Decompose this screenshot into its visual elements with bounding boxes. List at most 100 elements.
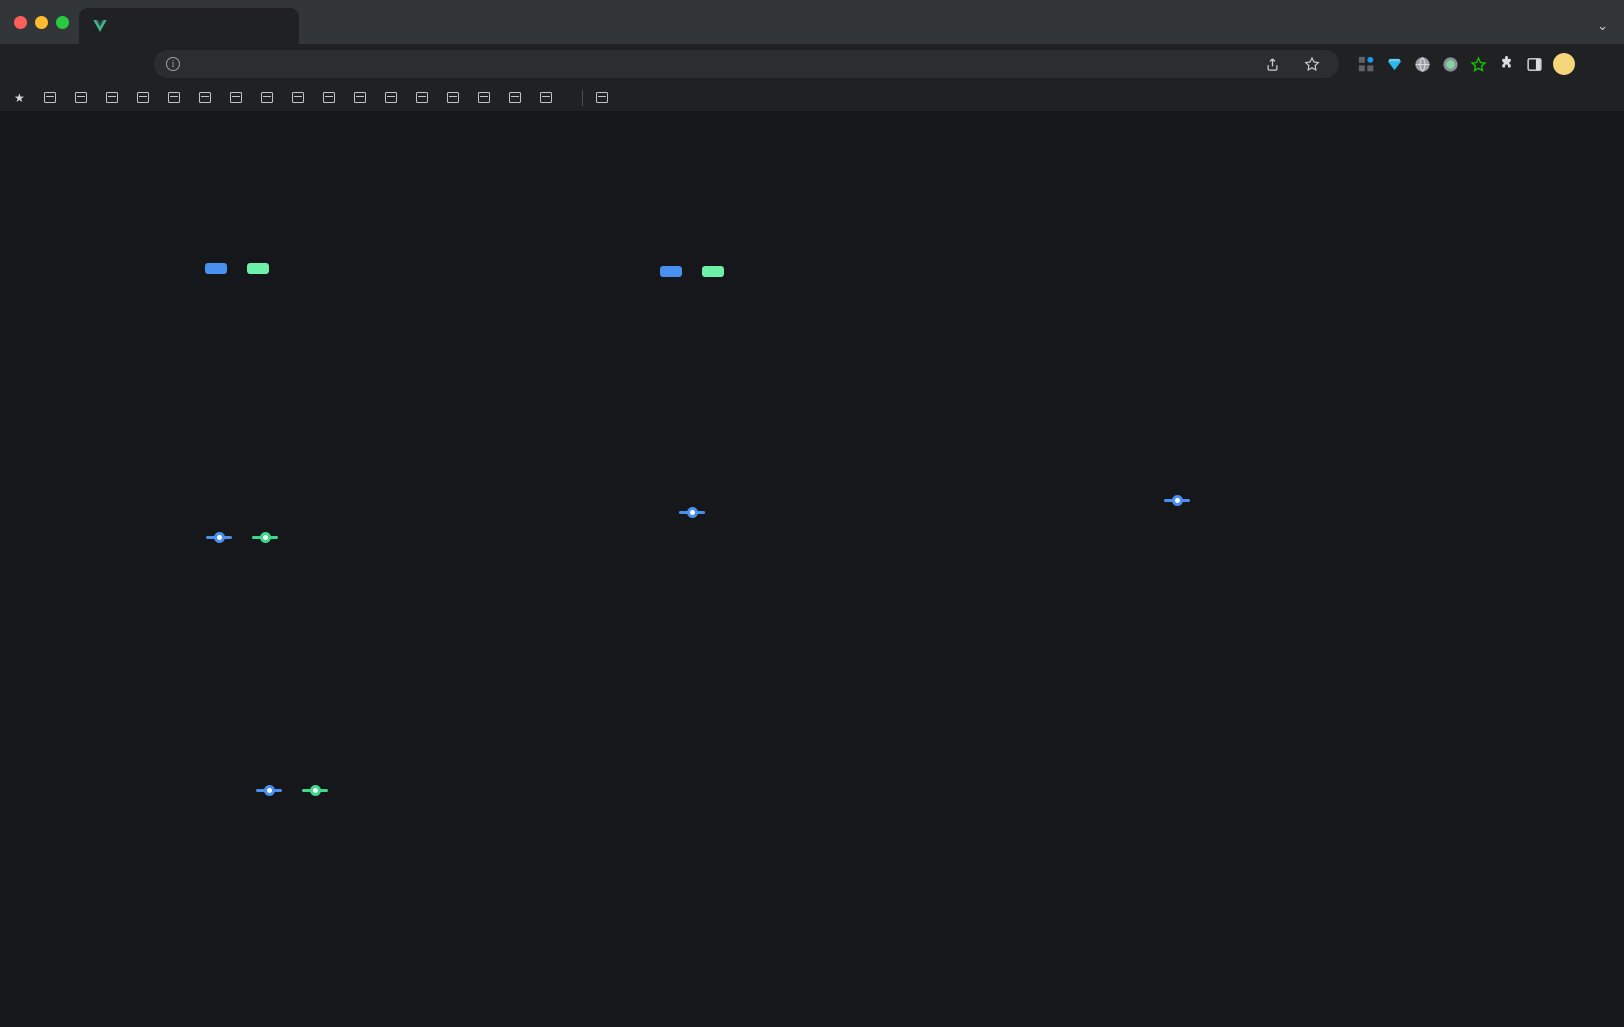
bookmark-folder-frontend[interactable]	[224, 90, 253, 105]
folder-icon	[167, 92, 180, 103]
folder-icon	[260, 92, 273, 103]
chart-bar-horizontal	[495, 266, 895, 467]
globe-icon[interactable]	[1413, 55, 1432, 74]
area-chart-svg	[985, 502, 1375, 697]
folder-icon	[384, 92, 397, 103]
bookmark-folder-games[interactable]	[255, 90, 284, 105]
bookmark-folder-otherlang[interactable]	[472, 90, 501, 105]
minimize-window-button[interactable]	[35, 15, 48, 29]
bookmark-folder-linux[interactable]	[162, 90, 191, 105]
address-bar[interactable]: i	[154, 50, 1339, 78]
avatar[interactable]	[1553, 53, 1575, 75]
legend-item-data1[interactable]	[205, 263, 233, 274]
bookmark-folder-sites[interactable]	[410, 90, 439, 105]
legend	[30, 532, 460, 543]
legend	[495, 266, 895, 277]
chart-line-gradient	[500, 507, 890, 709]
browser-tab[interactable]	[79, 8, 299, 44]
legend-item-data2[interactable]	[247, 263, 275, 274]
chart-bar-vertical	[20, 263, 460, 479]
maximize-window-button[interactable]	[56, 15, 69, 29]
star-icon[interactable]	[1297, 49, 1327, 79]
other-bookmarks-folder[interactable]	[590, 90, 619, 105]
folder-icon	[291, 92, 304, 103]
extensions-grid-icon[interactable]	[1357, 55, 1376, 74]
folder-icon	[74, 92, 87, 103]
bookmark-folder-software[interactable]	[286, 90, 315, 105]
close-tab-button[interactable]	[269, 15, 291, 37]
chevron-down-icon[interactable]: ⌄	[1597, 18, 1608, 33]
legend-swatch	[247, 263, 269, 274]
legend-swatch	[205, 263, 227, 274]
legend-item-data2[interactable]	[252, 532, 284, 543]
legend-item-data2[interactable]	[702, 266, 730, 277]
back-button[interactable]	[10, 49, 40, 79]
dashboard-page	[0, 111, 1624, 1027]
bookmark-folder-recent[interactable]	[69, 90, 98, 105]
folder-icon	[43, 92, 56, 103]
home-button[interactable]	[112, 49, 142, 79]
circle-green-icon[interactable]	[1441, 55, 1460, 74]
close-window-button[interactable]	[14, 15, 27, 29]
bookmark-folder-php[interactable]	[503, 90, 532, 105]
folder-icon	[415, 92, 428, 103]
browser-toolbar: i	[0, 44, 1624, 84]
folder-icon	[105, 92, 118, 103]
bookmark-folder-java[interactable]	[131, 90, 160, 105]
chart-gauge	[1040, 741, 1280, 991]
puzzle-icon[interactable]	[1497, 55, 1516, 74]
tab-strip: ⌄	[0, 0, 1624, 44]
sidepanel-icon[interactable]	[1525, 55, 1544, 74]
legend	[985, 495, 1375, 506]
legend-swatch	[660, 266, 682, 277]
gauge-svg	[1040, 741, 1280, 986]
site-info-icon[interactable]: i	[166, 57, 180, 71]
bookmark-folder-design[interactable]	[317, 90, 346, 105]
bookmark-folder-yunying[interactable]	[38, 90, 67, 105]
bookmark-folder-fileserver[interactable]	[534, 90, 563, 105]
star-icon: ★	[14, 90, 25, 105]
browser-menu-button[interactable]	[1584, 49, 1614, 79]
bookmark-folder-search[interactable]	[100, 90, 129, 105]
folder-icon	[322, 92, 335, 103]
folder-icon	[539, 92, 552, 103]
stacked-area-svg	[95, 792, 495, 987]
extensions-row	[1351, 49, 1614, 79]
bookmark-folder-project[interactable]	[379, 90, 408, 105]
legend-item-data1[interactable]	[1164, 495, 1196, 506]
bookmark-folder-ide[interactable]	[348, 90, 377, 105]
folder-icon	[508, 92, 521, 103]
legend-line	[256, 785, 282, 796]
reload-button[interactable]	[78, 49, 108, 79]
chart-progress-bars	[1000, 269, 1380, 304]
forward-button[interactable]	[44, 49, 74, 79]
diamond-icon[interactable]	[1385, 55, 1404, 74]
legend-line	[1164, 495, 1190, 506]
legend-item-data1[interactable]	[206, 532, 238, 543]
chart-area-single	[985, 495, 1375, 702]
legend-item-data1[interactable]	[679, 507, 711, 518]
folder-icon	[198, 92, 211, 103]
legend-line	[679, 507, 705, 518]
legend	[20, 263, 460, 274]
window-controls[interactable]	[10, 0, 79, 44]
bookmark-folder-news[interactable]	[441, 90, 470, 105]
legend	[95, 785, 495, 796]
bar-chart-svg	[20, 274, 460, 474]
folder-icon	[595, 92, 608, 103]
legend-item-data1[interactable]	[660, 266, 688, 277]
bookmarks-bar: ★	[0, 84, 1624, 111]
folder-icon	[446, 92, 459, 103]
legend-swatch	[702, 266, 724, 277]
legend-item-data2[interactable]	[302, 785, 334, 796]
share-icon[interactable]	[1257, 49, 1287, 79]
bookmark-folder-db[interactable]	[193, 90, 222, 105]
bookmarks-root[interactable]: ★	[8, 89, 36, 107]
hbar-chart-svg	[495, 277, 895, 462]
legend-item-data1[interactable]	[256, 785, 288, 796]
line-chart-svg	[30, 539, 460, 734]
folder-icon	[229, 92, 242, 103]
star-outline-green-icon[interactable]	[1469, 55, 1488, 74]
new-tab-button[interactable]	[307, 11, 337, 41]
